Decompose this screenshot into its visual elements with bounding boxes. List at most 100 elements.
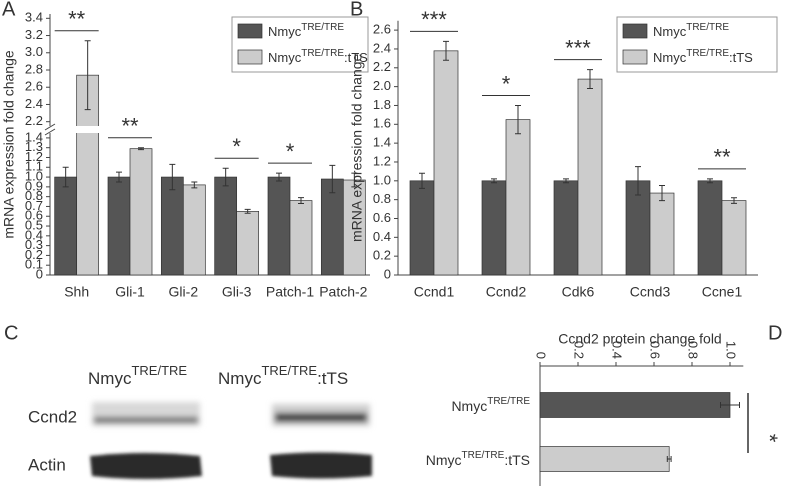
x-tick-label: Ccnd3 — [630, 284, 671, 300]
y-tick-label: 3.4 — [25, 10, 43, 25]
error-bar — [720, 402, 740, 408]
error-bar — [659, 185, 665, 202]
y-tick-label: 1.1 — [25, 159, 43, 174]
bar — [553, 180, 579, 276]
bar — [697, 180, 723, 276]
significance-label: *** — [565, 35, 591, 60]
x-tick-label: Cdk6 — [562, 284, 595, 300]
error-bar — [244, 208, 251, 214]
y-tick-label: 2.4 — [373, 40, 391, 55]
bar — [409, 180, 435, 276]
significance-label: ** — [68, 7, 86, 32]
y-tick-label: 1.6 — [373, 116, 391, 131]
y-tick-label: 0.9 — [25, 178, 43, 193]
chart: A00.10.20.30.40.50.60.70.80.91.01.11.21.… — [1, 0, 370, 300]
y-axis-label: mRNA expression fold change — [1, 50, 17, 239]
label-sup: TRE/TRE — [131, 363, 187, 378]
blot-band — [270, 452, 372, 479]
y-tick-label: 0.4 — [25, 227, 43, 242]
y-tick-label: 1.2 — [25, 149, 43, 164]
y-tick-label: 2.4 — [25, 96, 43, 111]
blot-column-label: NmycTRE/TRE:tTS — [218, 363, 348, 388]
y-tick-label: 0.4 — [373, 229, 391, 244]
y-tick-label: 2.2 — [25, 113, 43, 128]
blot-row-label: Ccnd2 — [28, 407, 77, 426]
y-tick-label: 2.6 — [373, 22, 391, 37]
panel-label: D — [768, 322, 782, 344]
significance-label: * — [757, 434, 782, 443]
x-tick-label: Patch-1 — [266, 284, 314, 300]
bar — [289, 200, 313, 276]
error-bar — [138, 147, 144, 151]
error-bar — [587, 69, 593, 90]
y-tick-label: 1.2 — [373, 153, 391, 168]
x-tick-label: Ccnd2 — [486, 284, 527, 300]
label-sup: TRE/TRE — [487, 396, 530, 407]
bar — [182, 184, 206, 276]
significance-label: ** — [713, 145, 731, 170]
bar — [505, 119, 531, 276]
bar — [539, 392, 731, 418]
label-text: Nmyc — [426, 452, 462, 468]
label-text: Nmyc — [451, 398, 487, 414]
x-tick-label: Ccnd1 — [414, 284, 455, 300]
x-tick-label: Gli-1 — [115, 284, 145, 300]
error-bar — [84, 40, 91, 111]
label-sup: TRE/TRE — [462, 450, 505, 461]
x-tick-label: 0.8 — [686, 341, 701, 359]
y-tick-label: 3.0 — [25, 44, 43, 59]
error-bar — [169, 163, 176, 191]
y-tick-label: NmycTRE/TRE — [451, 396, 530, 414]
x-tick-label: 0 — [534, 352, 549, 359]
legend-label: NmycTRE/TRE — [268, 22, 344, 40]
significance-label: * — [232, 134, 241, 159]
error-bar — [515, 104, 521, 135]
bar — [721, 200, 747, 276]
y-tick-label: 1.4 — [373, 135, 391, 150]
x-tick-label: Ccne1 — [702, 284, 743, 300]
label-text: Nmyc — [268, 50, 302, 65]
error-bar — [298, 197, 304, 205]
y-tick-label: 0.5 — [25, 217, 43, 232]
label-text: Nmyc — [653, 50, 687, 65]
bar — [577, 78, 603, 276]
y-tick-label: 0.1 — [25, 257, 43, 272]
x-tick-label: 0.6 — [648, 341, 663, 359]
y-axis-label: mRNA expression fold change — [349, 53, 365, 242]
y-tick-label: 0.6 — [373, 210, 391, 225]
error-bar — [443, 40, 449, 61]
label-sup: TRE/TRE — [301, 48, 344, 59]
error-bar — [276, 172, 282, 182]
error-bar — [191, 181, 198, 189]
label-text: Nmyc — [88, 369, 132, 388]
chart: D Ccnd2 protein change fold 0 0.2 0.4 0.6 0.8 1… — [426, 322, 782, 486]
label-sup: TRE/TRE — [261, 363, 317, 378]
significance-label: ** — [121, 114, 139, 139]
error-bar — [329, 164, 336, 194]
y-tick-label: 2.6 — [25, 79, 43, 94]
legend-label: NmycTRE/TRE:tTS — [268, 48, 368, 66]
significance-label: *** — [421, 7, 447, 32]
label-tail: :tTS — [729, 50, 753, 65]
blot-row-label: Actin — [28, 455, 66, 474]
y-tick-label: 1.0 — [373, 172, 391, 187]
legend-swatch — [622, 23, 648, 39]
y-tick-label: 0.7 — [25, 198, 43, 213]
y-tick-label: 0.2 — [25, 247, 43, 262]
y-tick-label: NmycTRE/TRE:tTS — [426, 450, 530, 468]
x-tick-label: Shh — [64, 284, 89, 300]
panel-label: C — [4, 322, 18, 344]
y-tick-label: 1.3 — [25, 139, 43, 154]
x-tick-label: Gli-3 — [222, 284, 252, 300]
panel-label: B — [350, 0, 363, 20]
bar — [649, 192, 675, 276]
y-tick-label: 2.0 — [373, 78, 391, 93]
label-text: Nmyc — [268, 24, 302, 39]
significance-label: * — [502, 71, 511, 96]
label-tail: :tTS — [504, 452, 530, 468]
label-sup: TRE/TRE — [686, 48, 729, 59]
y-tick-label: 1.8 — [373, 97, 391, 112]
error-bar — [635, 166, 641, 196]
bar — [625, 180, 651, 276]
